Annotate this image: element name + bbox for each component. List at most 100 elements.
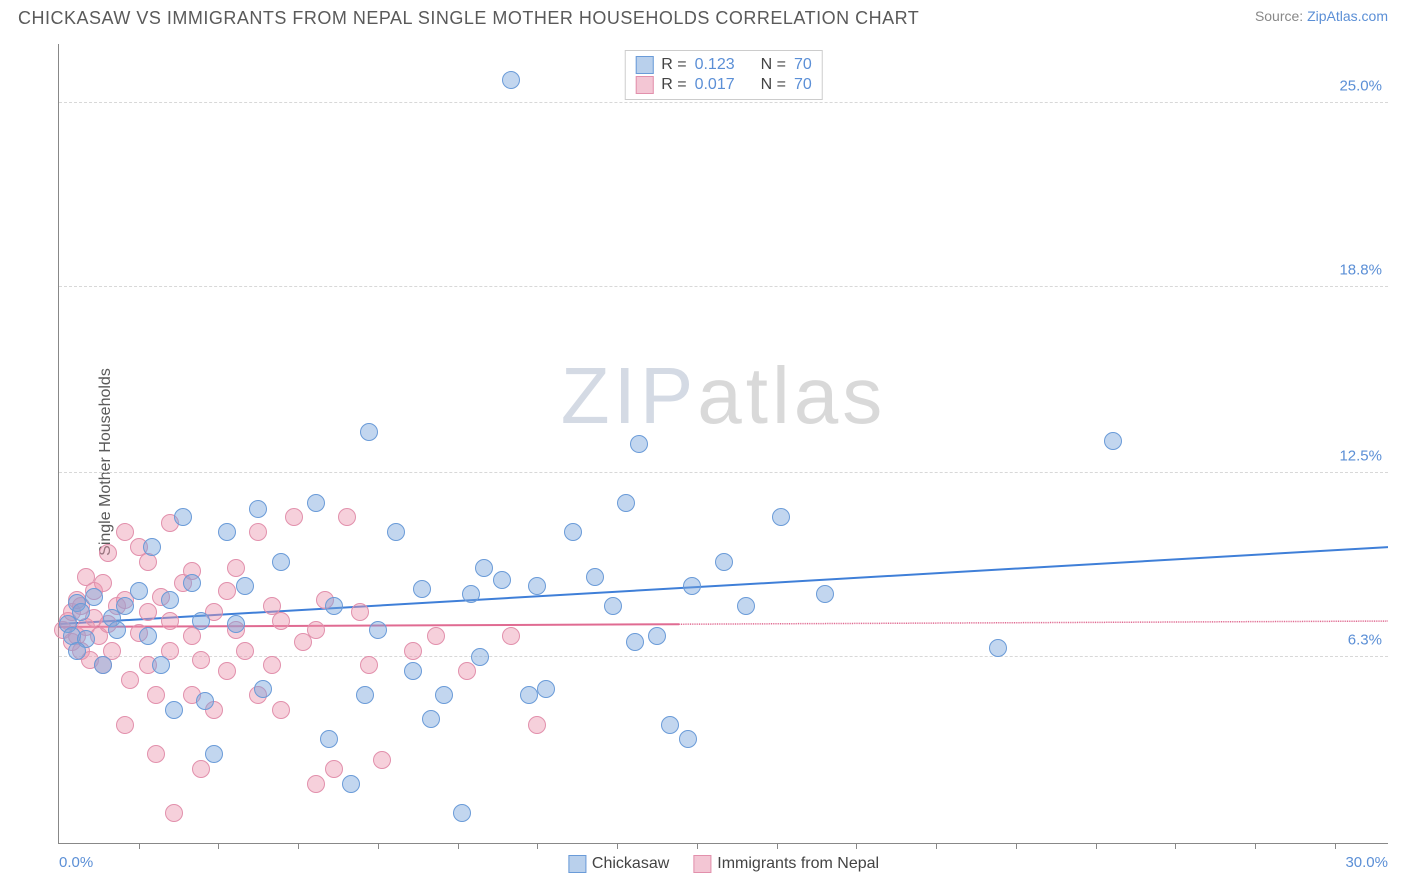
source-label: Source: ZipAtlas.com [1255, 8, 1388, 24]
data-point [537, 680, 555, 698]
data-point [130, 582, 148, 600]
data-point [218, 582, 236, 600]
y-tick-label: 25.0% [1339, 78, 1382, 95]
r-value: 0.123 [695, 56, 735, 74]
data-point [192, 760, 210, 778]
data-point [139, 627, 157, 645]
data-point [1104, 432, 1122, 450]
data-point [648, 627, 666, 645]
y-tick-label: 18.8% [1339, 261, 1382, 278]
legend-swatch [693, 855, 711, 873]
data-point [502, 627, 520, 645]
x-axis-max-label: 30.0% [1345, 854, 1388, 871]
data-point [427, 627, 445, 645]
stats-row: R = 0.123 N = 70 [635, 55, 812, 75]
data-point [342, 775, 360, 793]
n-value: 70 [794, 76, 812, 94]
data-point [307, 494, 325, 512]
data-point [617, 494, 635, 512]
x-tick [458, 843, 459, 849]
data-point [192, 651, 210, 669]
data-point [249, 523, 267, 541]
data-point [205, 745, 223, 763]
x-tick [617, 843, 618, 849]
data-point [502, 71, 520, 89]
data-point [108, 621, 126, 639]
data-point [116, 523, 134, 541]
data-point [661, 716, 679, 734]
data-point [453, 804, 471, 822]
data-point [679, 730, 697, 748]
data-point [475, 559, 493, 577]
data-point [147, 745, 165, 763]
data-point [307, 775, 325, 793]
data-point [272, 553, 290, 571]
n-value: 70 [794, 56, 812, 74]
x-tick [139, 843, 140, 849]
data-point [272, 612, 290, 630]
data-point [161, 612, 179, 630]
x-tick [378, 843, 379, 849]
data-point [147, 686, 165, 704]
data-point [143, 538, 161, 556]
data-point [139, 603, 157, 621]
data-point [604, 597, 622, 615]
x-tick [697, 843, 698, 849]
trend-lines [59, 44, 1388, 843]
y-tick-label: 6.3% [1348, 631, 1382, 648]
data-point [493, 571, 511, 589]
data-point [471, 648, 489, 666]
legend-label: Immigrants from Nepal [717, 855, 879, 873]
data-point [165, 804, 183, 822]
watermark-zip: ZIP [561, 351, 697, 440]
data-point [272, 701, 290, 719]
gridline [59, 102, 1388, 103]
data-point [263, 656, 281, 674]
data-point [404, 662, 422, 680]
data-point [249, 500, 267, 518]
data-point [356, 686, 374, 704]
legend-swatch [635, 56, 653, 74]
legend-swatch [568, 855, 586, 873]
x-tick [1335, 843, 1336, 849]
data-point [285, 508, 303, 526]
data-point [116, 716, 134, 734]
data-point [236, 642, 254, 660]
data-point [320, 730, 338, 748]
x-tick [777, 843, 778, 849]
data-point [94, 656, 112, 674]
data-point [564, 523, 582, 541]
data-point [183, 574, 201, 592]
stats-legend: R =0.123N =70R =0.017N =70 [624, 50, 823, 100]
data-point [528, 577, 546, 595]
data-point [165, 701, 183, 719]
data-point [630, 435, 648, 453]
data-point [72, 603, 90, 621]
watermark: ZIPatlas [561, 350, 886, 442]
data-point [351, 603, 369, 621]
data-point [68, 642, 86, 660]
data-point [715, 553, 733, 571]
series-legend: ChickasawImmigrants from Nepal [568, 855, 879, 873]
data-point [254, 680, 272, 698]
data-point [192, 612, 210, 630]
x-tick [1175, 843, 1176, 849]
x-tick [936, 843, 937, 849]
data-point [152, 656, 170, 674]
data-point [116, 597, 134, 615]
data-point [816, 585, 834, 603]
data-point [174, 508, 192, 526]
data-point [458, 662, 476, 680]
data-point [236, 577, 254, 595]
n-label: N = [761, 56, 786, 74]
legend-swatch [635, 76, 653, 94]
gridline [59, 286, 1388, 287]
data-point [772, 508, 790, 526]
source-prefix: Source: [1255, 8, 1307, 24]
data-point [338, 508, 356, 526]
data-point [520, 686, 538, 704]
legend-item: Immigrants from Nepal [693, 855, 879, 873]
chart-title: CHICKASAW VS IMMIGRANTS FROM NEPAL SINGL… [18, 8, 919, 29]
source-link[interactable]: ZipAtlas.com [1307, 8, 1388, 24]
r-label: R = [661, 56, 686, 74]
